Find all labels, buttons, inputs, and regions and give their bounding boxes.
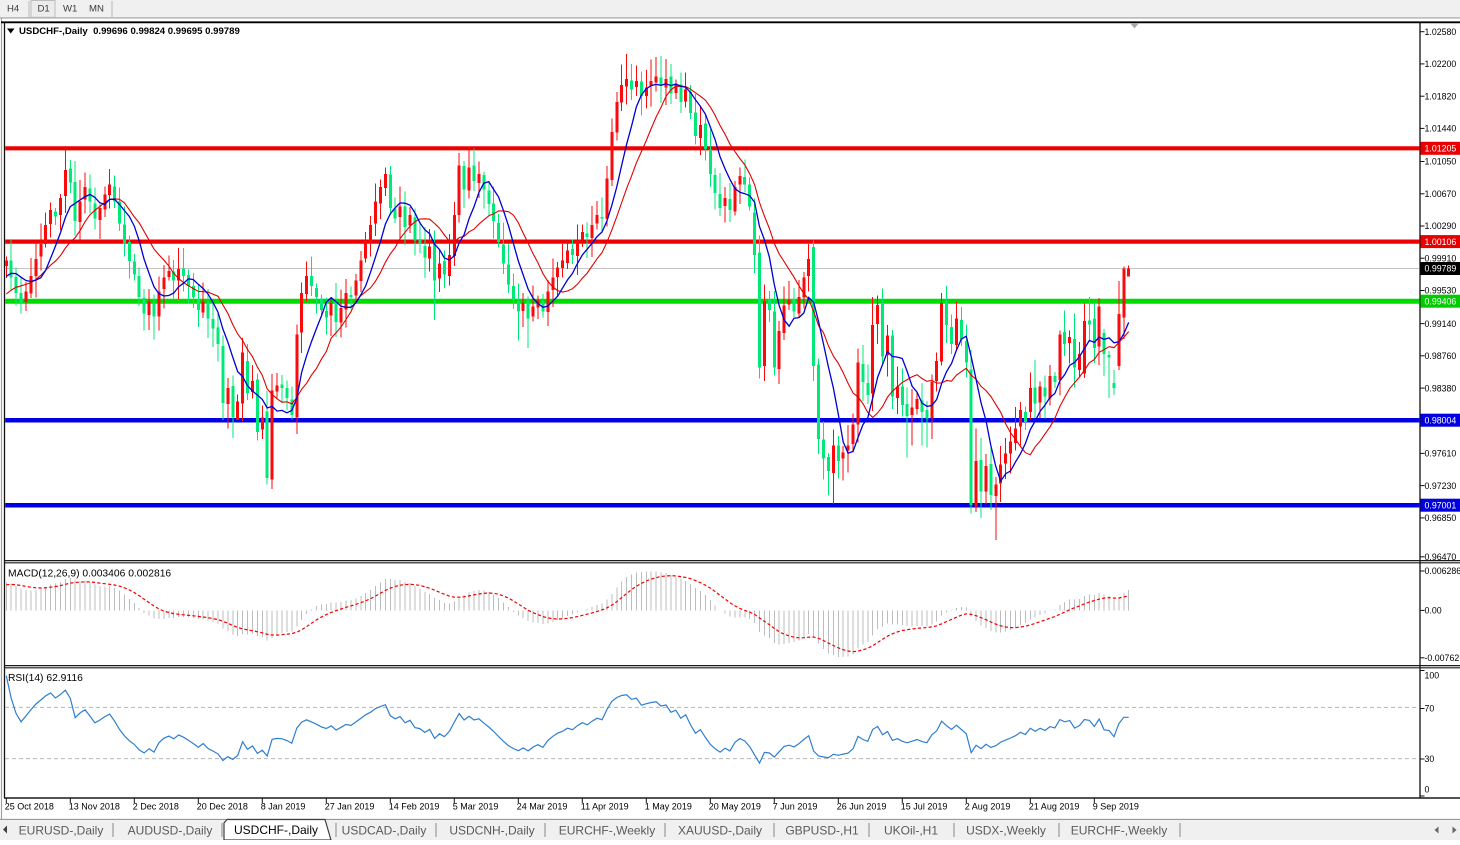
svg-text:24 Mar 2019: 24 Mar 2019: [517, 802, 568, 812]
svg-text:1.01820: 1.01820: [1425, 91, 1457, 101]
svg-text:2 Aug 2019: 2 Aug 2019: [965, 802, 1011, 812]
svg-text:EURCHF-,Weekly: EURCHF-,Weekly: [1071, 824, 1167, 838]
svg-text:1.01050: 1.01050: [1425, 157, 1457, 167]
svg-text:1.01440: 1.01440: [1425, 124, 1457, 134]
svg-text:1 May 2019: 1 May 2019: [645, 802, 692, 812]
svg-text:9 Sep 2019: 9 Sep 2019: [1093, 802, 1139, 812]
svg-text:15 Jul 2019: 15 Jul 2019: [901, 802, 948, 812]
svg-text:H4: H4: [7, 4, 20, 15]
svg-text:GBPUSD-,H1: GBPUSD-,H1: [785, 824, 859, 838]
svg-text:1.00106: 1.00106: [1425, 237, 1457, 247]
svg-text:0.98004: 0.98004: [1425, 415, 1457, 425]
svg-text:0.99530: 0.99530: [1425, 286, 1457, 296]
svg-text:21 Aug 2019: 21 Aug 2019: [1029, 802, 1080, 812]
svg-text:0.97610: 0.97610: [1425, 449, 1457, 459]
svg-text:EURCHF-,Weekly: EURCHF-,Weekly: [559, 824, 655, 838]
svg-text:26 Jun 2019: 26 Jun 2019: [837, 802, 887, 812]
svg-text:27 Jan 2019: 27 Jan 2019: [325, 802, 375, 812]
svg-text:0.99789: 0.99789: [1425, 264, 1457, 274]
svg-text:20 Dec 2018: 20 Dec 2018: [197, 802, 248, 812]
svg-text:0.96850: 0.96850: [1425, 513, 1457, 523]
svg-text:70: 70: [1425, 704, 1435, 714]
svg-text:0.96470: 0.96470: [1425, 552, 1457, 562]
svg-text:14 Feb 2019: 14 Feb 2019: [389, 802, 440, 812]
svg-text:5 Mar 2019: 5 Mar 2019: [453, 802, 499, 812]
svg-text:EURUSD-,Daily: EURUSD-,Daily: [19, 824, 104, 838]
svg-text:0.99910: 0.99910: [1425, 253, 1457, 263]
svg-text:MACD(12,26,9) 0.003406 0.00281: MACD(12,26,9) 0.003406 0.002816: [8, 569, 171, 580]
svg-text:7 Jun 2019: 7 Jun 2019: [773, 802, 818, 812]
svg-text:AUDUSD-,Daily: AUDUSD-,Daily: [128, 824, 213, 838]
svg-text:100: 100: [1425, 671, 1440, 681]
svg-text:USDCHF-,Daily 0.99696 0.99824: USDCHF-,Daily 0.99696 0.99824 0.99695 0.…: [19, 26, 240, 37]
svg-text:0.97230: 0.97230: [1425, 481, 1457, 491]
svg-text:8 Jan 2019: 8 Jan 2019: [261, 802, 306, 812]
svg-text:USDCAD-,Daily: USDCAD-,Daily: [342, 824, 427, 838]
svg-text:USDCHF-,Daily: USDCHF-,Daily: [234, 823, 318, 837]
svg-text:13 Nov 2018: 13 Nov 2018: [69, 802, 120, 812]
svg-text:0.97001: 0.97001: [1425, 500, 1457, 510]
svg-text:0.00: 0.00: [1425, 606, 1442, 616]
svg-text:MN: MN: [89, 4, 104, 15]
svg-text:UKOil-,H1: UKOil-,H1: [884, 824, 938, 838]
svg-text:0.006286: 0.006286: [1425, 566, 1460, 576]
svg-text:30: 30: [1425, 754, 1435, 764]
svg-text:1.00670: 1.00670: [1425, 189, 1457, 199]
svg-text:-0.00762: -0.00762: [1425, 653, 1460, 663]
svg-text:XAUUSD-,Daily: XAUUSD-,Daily: [678, 824, 762, 838]
svg-text:RSI(14) 62.9116: RSI(14) 62.9116: [8, 673, 83, 684]
svg-text:USDCNH-,Daily: USDCNH-,Daily: [449, 824, 534, 838]
svg-text:1.02580: 1.02580: [1425, 27, 1457, 37]
svg-text:W1: W1: [63, 4, 77, 15]
svg-text:D1: D1: [38, 4, 50, 15]
svg-text:0.99406: 0.99406: [1425, 296, 1457, 306]
svg-text:1.00290: 1.00290: [1425, 221, 1457, 231]
svg-text:0.98380: 0.98380: [1425, 383, 1457, 393]
svg-text:0.98760: 0.98760: [1425, 351, 1457, 361]
svg-text:0.99140: 0.99140: [1425, 319, 1457, 329]
svg-text:0: 0: [1425, 785, 1430, 795]
svg-text:11 Apr 2019: 11 Apr 2019: [581, 802, 629, 812]
svg-text:25 Oct 2018: 25 Oct 2018: [5, 802, 54, 812]
svg-text:2 Dec 2018: 2 Dec 2018: [133, 802, 179, 812]
svg-text:1.02200: 1.02200: [1425, 59, 1457, 69]
svg-text:20 May 2019: 20 May 2019: [709, 802, 761, 812]
svg-text:USDX-,Weekly: USDX-,Weekly: [966, 824, 1046, 838]
svg-text:1.01205: 1.01205: [1425, 144, 1457, 154]
